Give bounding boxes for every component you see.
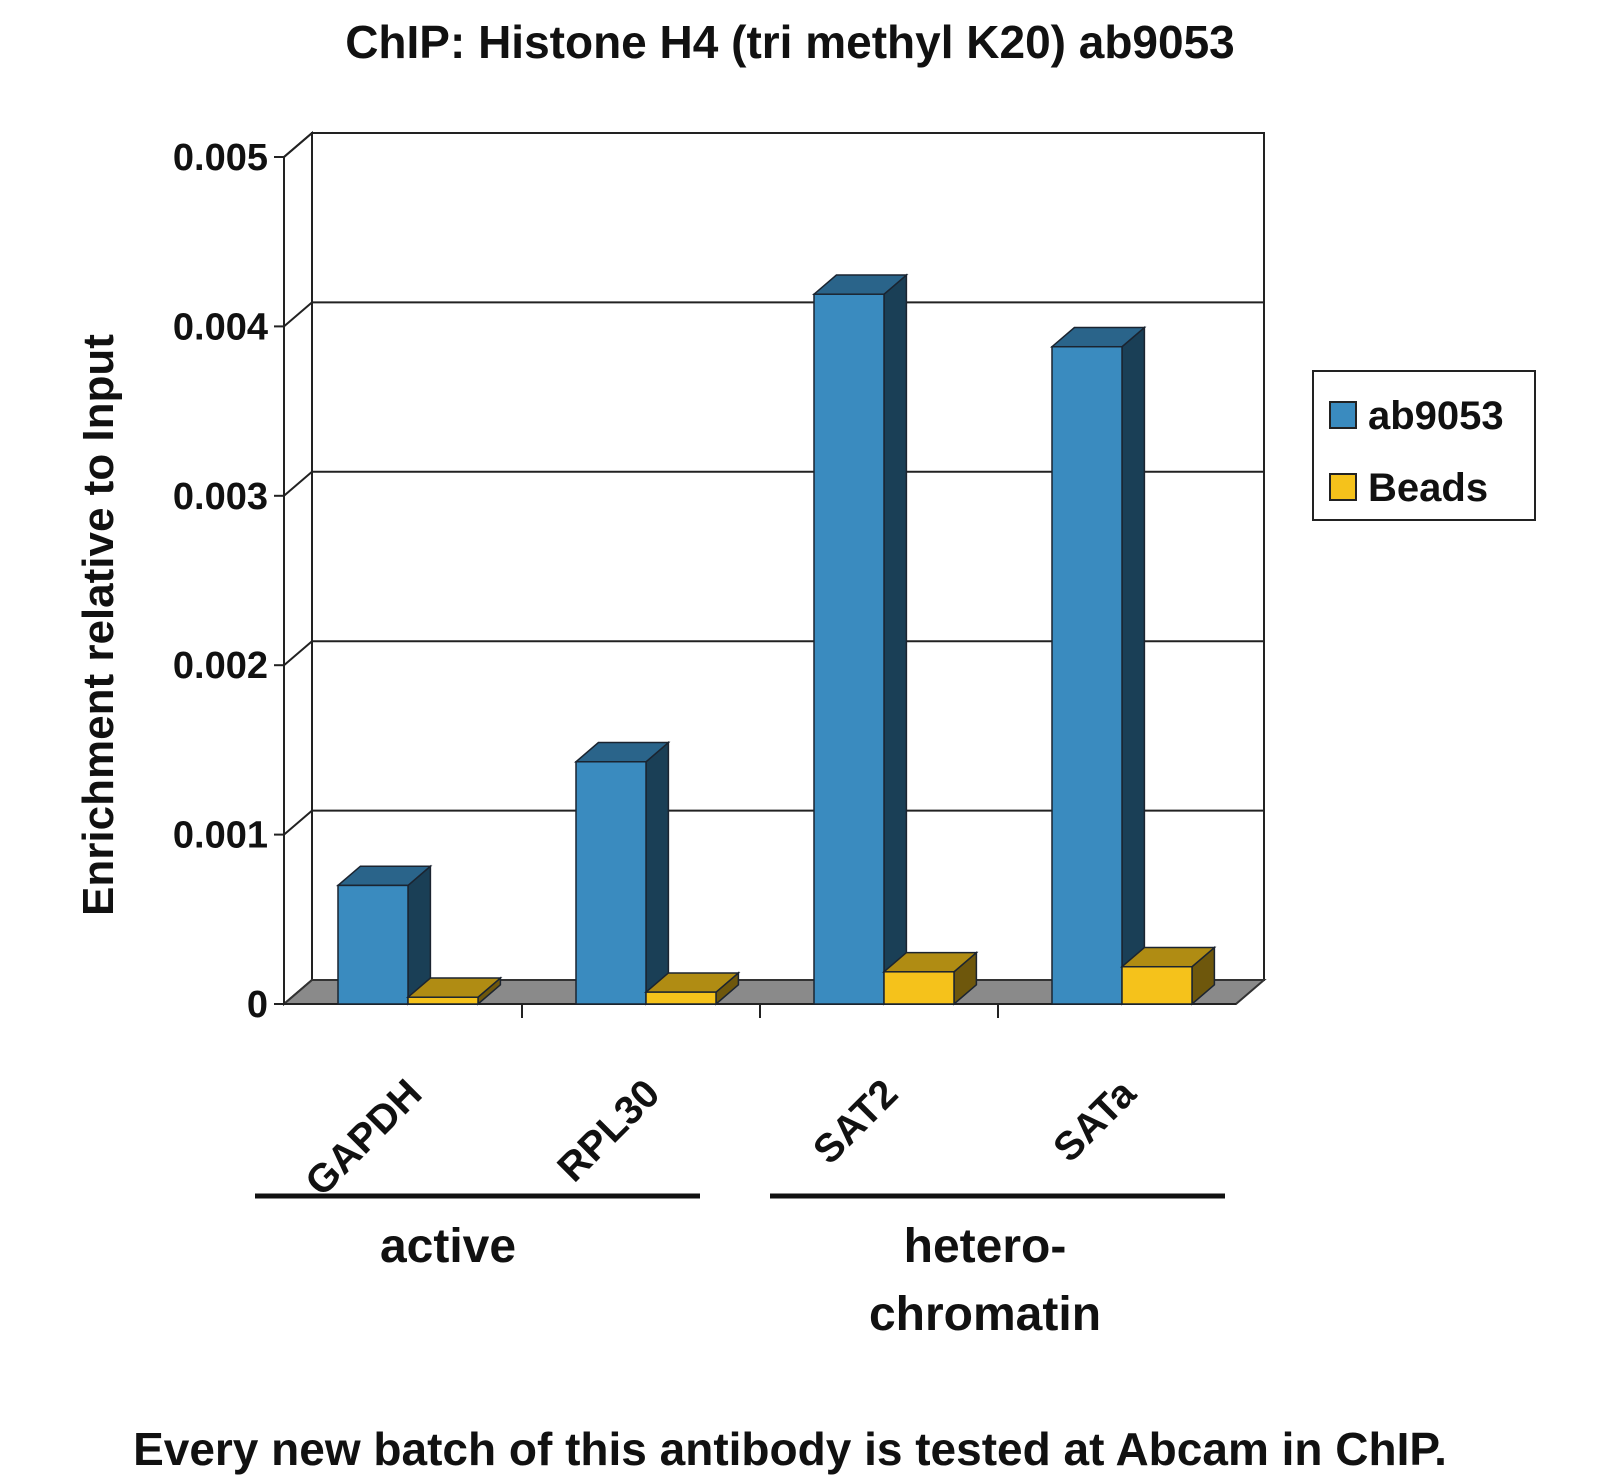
legend-label: Beads [1368, 466, 1488, 510]
gridline-depth [283, 640, 313, 666]
chart-title: ChIP: Histone H4 (tri methyl K20) ab9053 [345, 16, 1235, 68]
gridline-depth [283, 471, 313, 497]
legend-swatch [1329, 473, 1357, 501]
side-wall [283, 130, 313, 1007]
bar-beads-rpl30 [643, 971, 741, 1006]
x-tick-label: SAT2 [805, 1071, 906, 1172]
gridline-depth [283, 809, 313, 836]
y-tick-label: 0.004 [173, 306, 268, 348]
group-label: hetero- [904, 1220, 1067, 1273]
x-tick-label: RPL30 [549, 1071, 668, 1190]
group-label: chromatin [869, 1288, 1101, 1341]
bar-ab9053-gapdh [335, 864, 433, 1006]
gridline-depth [283, 132, 313, 158]
group-label: active [380, 1220, 516, 1273]
y-tick-label: 0.003 [173, 476, 268, 518]
category-groups: active hetero-chromatin [255, 1193, 1225, 1341]
gridline-depth [283, 301, 313, 328]
y-tick-label: 0.001 [173, 815, 268, 857]
bar-beads-gapdh [405, 976, 503, 1006]
x-axis-categories: GAPDH RPL30 SAT2 SATa [297, 1004, 1145, 1205]
legend-label: ab9053 [1368, 394, 1504, 438]
y-tick-label: 0.005 [173, 137, 268, 179]
bar-beads-sat2 [881, 950, 979, 1006]
caption: Every new batch of this antibody is test… [133, 1423, 1447, 1475]
y-axis-label: Enrichment relative to Input [74, 334, 123, 916]
y-tick-label: 0.002 [173, 645, 268, 687]
bars [335, 273, 1217, 1006]
x-tick-label: SATa [1045, 1071, 1145, 1171]
x-tick-label: GAPDH [297, 1071, 430, 1204]
legend: ab9053 Beads [1312, 370, 1536, 521]
bar-ab9053-sata [1049, 325, 1147, 1006]
y-tick-label: 0 [247, 984, 268, 1026]
legend-swatch [1329, 401, 1357, 429]
y-axis-ticks: 0 0.001 0.002 0.003 0.004 0.005 [173, 137, 284, 1026]
bar-ab9053-rpl30 [573, 740, 671, 1006]
bar-beads-sata [1119, 945, 1217, 1006]
bar-ab9053-sat2 [811, 273, 909, 1006]
